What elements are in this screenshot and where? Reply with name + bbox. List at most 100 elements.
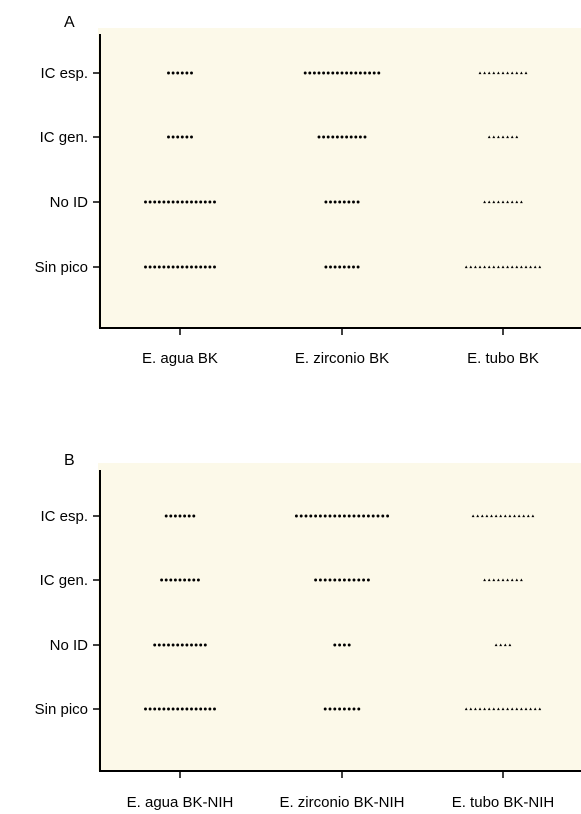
data-point-a-e-agua-bk-no-id — [167, 200, 170, 204]
data-point-a-e-agua-bk-sin-pico — [190, 265, 193, 269]
data-point-a-e-tubo-bk-ic-esp — [510, 71, 514, 75]
data-point-a-e-zirconio-bk-no-id — [333, 200, 337, 204]
data-point-b-e-tubo-bk-nih-sin-pico — [501, 707, 505, 711]
data-point-b-e-agua-bk-nih-ic-esp — [192, 514, 196, 518]
y-tick-labels-b: IC esp. IC gen. No ID Sin pico — [35, 508, 89, 718]
data-point-b-e-agua-bk-nih-no-id — [199, 643, 203, 647]
data-point-a-e-zirconio-bk-no-id — [352, 200, 355, 204]
data-point-a-e-agua-bk-sin-pico — [208, 265, 212, 269]
data-point-a-e-zirconio-bk-ic-gen — [317, 135, 321, 139]
data-point-a-e-tubo-bk-ic-esp — [483, 71, 486, 75]
data-point-b-e-tubo-bk-nih-no-id — [508, 643, 512, 647]
data-point-a-e-zirconio-bk-ic-esp — [303, 71, 307, 75]
data-point-b-e-tubo-bk-nih-sin-pico — [529, 707, 532, 711]
data-point-a-e-agua-bk-ic-esp — [190, 71, 193, 75]
data-point-a-e-agua-bk-sin-pico — [185, 265, 189, 269]
data-point-a-e-tubo-bk-sin-pico — [487, 265, 491, 269]
data-point-a-e-tubo-bk-ic-esp — [487, 71, 491, 75]
data-point-b-e-tubo-bk-nih-sin-pico — [515, 707, 519, 711]
data-point-b-e-tubo-bk-nih-ic-esp — [522, 514, 526, 518]
data-point-b-e-tubo-bk-nih-sin-pico — [520, 707, 523, 711]
data-point-b-e-agua-bk-nih-no-id — [167, 643, 170, 647]
data-point-b-e-agua-bk-nih-sin-pico — [171, 707, 175, 711]
data-point-b-e-tubo-bk-nih-ic-esp — [513, 514, 516, 518]
data-point-a-e-agua-bk-sin-pico — [199, 265, 203, 269]
data-point-a-e-zirconio-bk-ic-esp — [345, 71, 349, 75]
data-point-a-e-tubo-bk-ic-esp — [501, 71, 505, 75]
data-point-a-e-zirconio-bk-sin-pico — [352, 265, 355, 269]
data-point-a-e-agua-bk-sin-pico — [162, 265, 166, 269]
data-point-a-e-tubo-bk-no-id — [483, 200, 486, 204]
data-point-a-e-agua-bk-ic-gen — [190, 135, 193, 139]
data-point-b-e-tubo-bk-nih-sin-pico — [510, 707, 514, 711]
panel-b: B IC esp. IC gen. No ID Sin pico E. agua BK… — [35, 452, 581, 811]
y-ticks-b — [93, 515, 100, 710]
y-tick-label-a-ic-gen: IC gen. — [40, 129, 88, 146]
data-point-b-e-tubo-bk-nih-ic-esp — [503, 514, 507, 518]
data-point-a-e-agua-bk-no-id — [171, 200, 175, 204]
data-point-b-e-agua-bk-nih-no-id — [203, 643, 207, 647]
data-point-b-e-agua-bk-nih-ic-gen — [192, 578, 196, 582]
data-point-b-e-tubo-bk-nih-ic-gen — [520, 578, 523, 582]
data-point-b-e-agua-bk-nih-sin-pico — [176, 707, 180, 711]
data-point-b-e-tubo-bk-nih-sin-pico — [524, 707, 528, 711]
data-point-b-e-zirconio-bk-nih-sin-pico — [323, 707, 327, 711]
data-point-b-e-agua-bk-nih-no-id — [171, 643, 175, 647]
data-point-a-e-zirconio-bk-ic-esp — [363, 71, 367, 75]
data-point-b-e-agua-bk-nih-ic-gen — [160, 578, 164, 582]
data-point-b-e-zirconio-bk-nih-ic-esp — [342, 514, 346, 518]
data-point-a-e-tubo-bk-no-id — [501, 200, 505, 204]
data-point-b-e-tubo-bk-nih-sin-pico — [464, 707, 468, 711]
data-point-a-e-zirconio-bk-ic-esp — [317, 71, 321, 75]
data-point-b-e-tubo-bk-nih-sin-pico — [538, 707, 542, 711]
data-point-b-e-agua-bk-nih-ic-esp — [178, 514, 182, 518]
data-point-b-e-zirconio-bk-nih-ic-esp — [304, 514, 308, 518]
data-point-a-e-tubo-bk-no-id — [492, 200, 496, 204]
x-tick-labels-a: E. agua BK E. zirconio BK E. tubo BK — [142, 350, 539, 367]
data-point-a-e-agua-bk-sin-pico — [148, 265, 152, 269]
panel-label-a: A — [64, 14, 75, 31]
data-point-b-e-tubo-bk-nih-sin-pico — [492, 707, 496, 711]
data-point-b-e-tubo-bk-nih-ic-esp — [531, 514, 535, 518]
data-point-b-e-agua-bk-nih-sin-pico — [190, 707, 193, 711]
data-point-a-e-zirconio-bk-no-id — [356, 200, 360, 204]
data-point-a-e-tubo-bk-ic-esp — [478, 71, 482, 75]
data-point-a-e-agua-bk-no-id — [153, 200, 157, 204]
data-point-a-e-tubo-bk-sin-pico — [469, 265, 473, 269]
data-point-a-e-zirconio-bk-ic-esp — [377, 71, 381, 75]
plot-area-a — [98, 28, 581, 328]
data-point-b-e-agua-bk-nih-ic-gen — [173, 578, 177, 582]
y-tick-label-b-sin-pico: Sin pico — [35, 701, 88, 718]
data-point-b-e-zirconio-bk-nih-ic-esp — [357, 514, 361, 518]
data-point-a-e-tubo-bk-sin-pico — [538, 265, 542, 269]
data-point-b-e-tubo-bk-nih-ic-esp — [508, 514, 512, 518]
y-tick-labels-a: IC esp. IC gen. No ID Sin pico — [35, 65, 89, 276]
data-point-a-e-zirconio-bk-ic-gen — [358, 135, 362, 139]
data-point-b-e-zirconio-bk-nih-ic-gen — [366, 578, 370, 582]
data-point-a-e-tubo-bk-no-id — [506, 200, 509, 204]
data-point-a-e-tubo-bk-ic-gen — [492, 135, 496, 139]
data-marks-a — [144, 71, 542, 269]
data-point-b-e-zirconio-bk-nih-ic-esp — [294, 514, 298, 518]
x-tick-label-b-e-tubo-bk-nih: E. tubo BK-NIH — [452, 794, 555, 811]
data-point-a-e-zirconio-bk-ic-esp — [322, 71, 326, 75]
data-point-a-e-zirconio-bk-sin-pico — [342, 265, 346, 269]
data-point-a-e-zirconio-bk-sin-pico — [324, 265, 328, 269]
data-point-a-e-agua-bk-sin-pico — [144, 265, 147, 269]
data-point-b-e-agua-bk-nih-sin-pico — [162, 707, 166, 711]
data-point-b-e-tubo-bk-nih-ic-gen — [483, 578, 486, 582]
data-point-b-e-tubo-bk-nih-ic-esp — [485, 514, 489, 518]
data-point-b-e-tubo-bk-nih-ic-esp — [517, 514, 521, 518]
data-point-b-e-zirconio-bk-nih-ic-esp — [381, 514, 385, 518]
data-point-a-e-zirconio-bk-no-id — [324, 200, 328, 204]
data-point-b-e-tubo-bk-nih-sin-pico — [474, 707, 477, 711]
data-point-b-e-tubo-bk-nih-sin-pico — [506, 707, 509, 711]
y-tick-label-a-ic-esp: IC esp. — [40, 65, 88, 82]
data-point-a-e-tubo-bk-ic-esp — [492, 71, 496, 75]
data-point-b-e-tubo-bk-nih-ic-esp — [499, 514, 503, 518]
data-point-b-e-agua-bk-nih-ic-esp — [187, 514, 191, 518]
data-point-b-e-zirconio-bk-nih-ic-gen — [323, 578, 327, 582]
data-point-a-e-zirconio-bk-ic-esp — [308, 71, 312, 75]
data-point-b-e-zirconio-bk-nih-ic-esp — [352, 514, 356, 518]
